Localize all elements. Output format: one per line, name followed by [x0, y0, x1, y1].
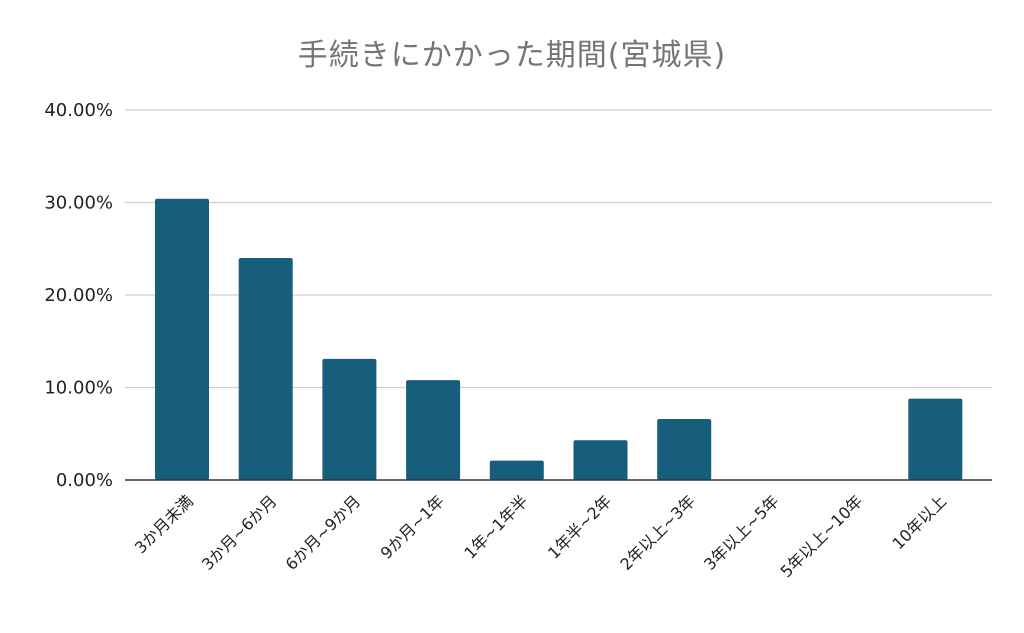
x-tick-label: 2年以上~3年 [616, 491, 699, 574]
x-tick-label: 10年以上 [888, 491, 950, 553]
x-tick-label: 3か月~6か月 [198, 491, 281, 574]
x-tick-label: 1年~1年半 [460, 491, 531, 562]
x-tick-label: 6か月~9か月 [282, 491, 365, 574]
bar [155, 198, 209, 481]
bar [322, 358, 377, 480]
bar [573, 440, 628, 480]
y-tick-label: 20.00% [44, 285, 113, 306]
x-tick-label: 1年半~2年 [544, 491, 615, 562]
x-tick-label: 5年以上~10年 [777, 491, 867, 581]
bar [657, 418, 712, 480]
y-axis-ticks: 0.00% 10.00% 20.00% 30.00% 40.00% [44, 100, 113, 491]
y-tick-label: 40.00% [44, 100, 113, 121]
bar [406, 380, 461, 480]
y-tick-label: 10.00% [44, 378, 113, 399]
y-tick-label: 30.00% [44, 193, 113, 214]
y-tick-label: 0.00% [56, 470, 113, 491]
chart-title: 手続きにかかった期間(宮城県) [297, 38, 727, 73]
x-tick-label: 9か月~1年 [377, 491, 448, 562]
x-tick-label: 3年以上~5年 [700, 491, 783, 574]
bar [489, 460, 544, 480]
bar [238, 258, 293, 480]
bars [155, 198, 963, 481]
x-tick-label: 3か月未満 [131, 491, 197, 557]
bar [908, 398, 963, 480]
x-axis-ticks: 3か月未満 3か月~6か月 6か月~9か月 9か月~1年 1年~1年半 1年半~2年 2年以… [131, 491, 950, 581]
